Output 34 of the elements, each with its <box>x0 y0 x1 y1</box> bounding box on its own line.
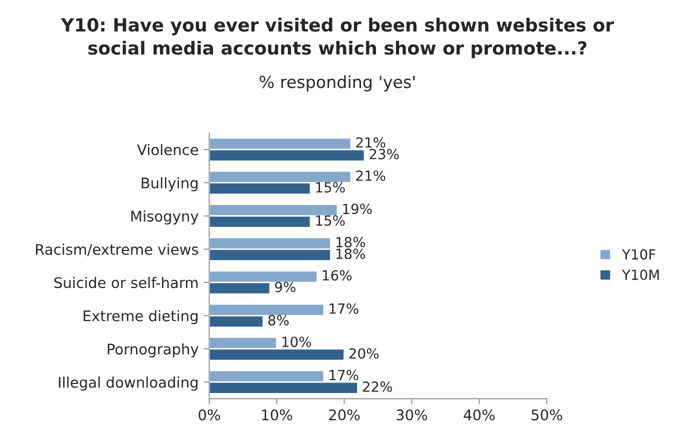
data-label: 10% <box>282 336 312 348</box>
y-tick-label: Violence <box>137 144 198 156</box>
chart-subtitle: % responding 'yes' <box>260 75 415 92</box>
data-label: 18% <box>336 248 366 260</box>
x-tick-label: 10% <box>262 409 292 420</box>
y-tick-label: Suicide or self-harm <box>54 276 198 288</box>
data-label: 22% <box>362 381 392 392</box>
data-label: 15% <box>316 215 345 226</box>
legend-label: Y10M <box>622 270 659 280</box>
data-label: 21% <box>356 170 386 181</box>
y-tick-label: Bullying <box>142 177 198 192</box>
x-tick-label: 30% <box>396 409 428 420</box>
data-label: 18% <box>336 236 366 248</box>
y-tick-label: Pornography <box>108 343 198 358</box>
data-label: 23% <box>370 148 399 160</box>
data-label: 15% <box>316 182 345 193</box>
y-tick-label: Illegal downloading <box>58 376 198 391</box>
x-tick-label: 50% <box>532 409 562 420</box>
data-label: 8% <box>268 314 289 326</box>
legend-label: Y10F <box>622 249 656 260</box>
x-tick-label: 20% <box>329 409 360 420</box>
data-label: 21% <box>356 137 386 148</box>
data-label: 16% <box>322 270 352 281</box>
data-label: 20% <box>349 348 379 359</box>
data-label: 17% <box>330 303 358 314</box>
x-tick-label: 0% <box>198 409 220 420</box>
data-label: 19% <box>343 204 372 214</box>
y-tick-label: Misogyny <box>131 210 198 225</box>
chart-title: Y10: Have you ever visited or been shown websites or social media accounts which show or promote...? <box>60 18 614 58</box>
data-label: 9% <box>275 282 296 292</box>
y-tick-label: Racism/extreme views <box>36 244 198 256</box>
x-tick-label: 40% <box>464 409 495 420</box>
y-tick-label: Extreme dieting <box>84 310 198 324</box>
data-label: 17% <box>330 370 358 380</box>
